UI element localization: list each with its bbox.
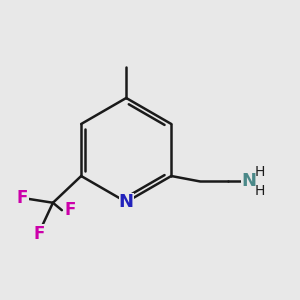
Text: F: F	[16, 189, 28, 207]
Text: N: N	[119, 193, 134, 211]
Text: N: N	[241, 172, 256, 190]
Text: F: F	[64, 201, 76, 219]
Text: F: F	[34, 225, 45, 243]
Text: H: H	[255, 184, 265, 198]
Text: H: H	[255, 165, 265, 179]
